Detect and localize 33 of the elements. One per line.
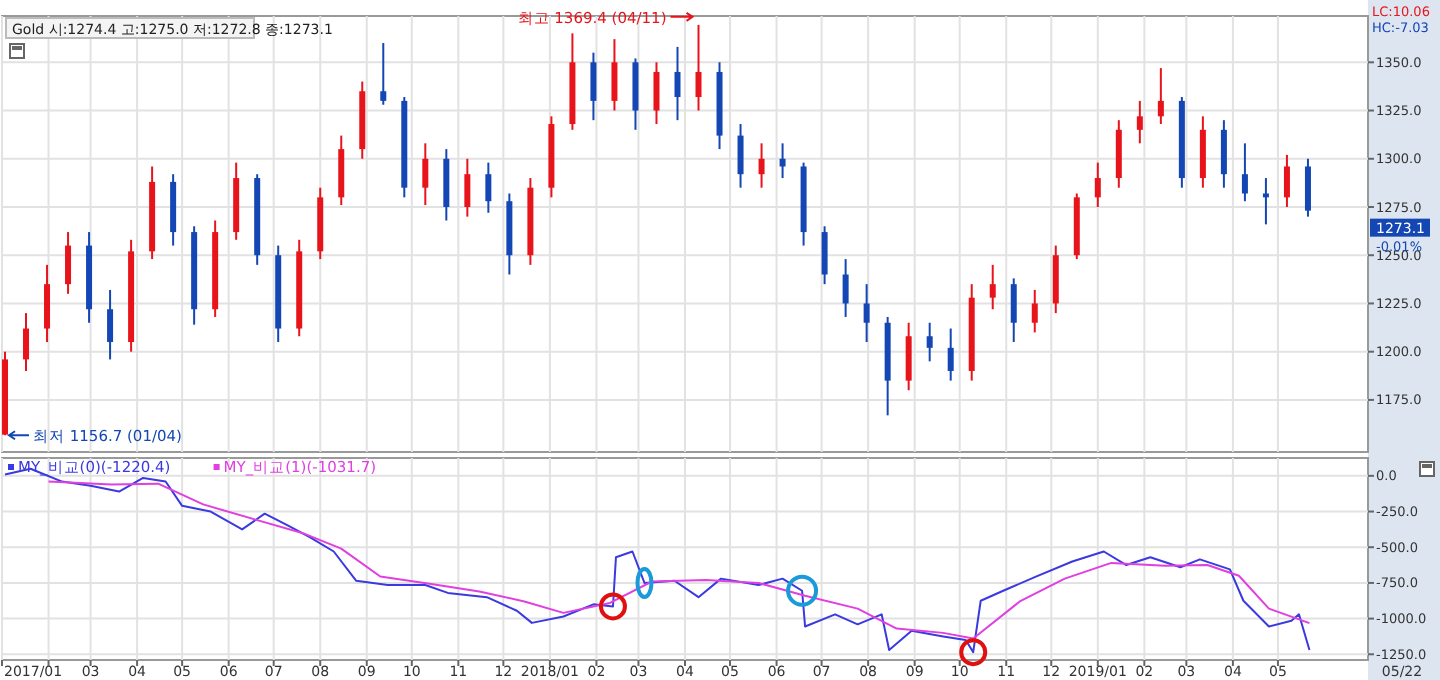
candlestick: [1010, 277, 1017, 344]
candlestick: [1094, 161, 1101, 208]
candlestick: [464, 157, 471, 218]
candlestick: [989, 263, 996, 311]
candlestick: [1157, 67, 1164, 126]
candlestick: [23, 312, 30, 372]
candlestick: [779, 142, 786, 180]
candlestick: [107, 288, 114, 361]
candlestick: [485, 161, 492, 214]
candlestick: [821, 225, 828, 286]
candlestick: [737, 123, 744, 189]
candlestick: [65, 231, 72, 295]
candlestick: [674, 45, 681, 122]
candlestick: [380, 42, 387, 106]
candlestick: [1220, 119, 1227, 189]
candlestick: [1136, 99, 1143, 145]
candlestick: [905, 321, 912, 392]
candlestick: [1283, 153, 1290, 208]
candlestick: [926, 321, 933, 363]
candlestick: [947, 327, 954, 382]
candlestick: [1304, 157, 1311, 218]
candlestick: [44, 263, 51, 344]
candlestick: [842, 258, 849, 318]
candlestick: [422, 142, 429, 207]
candlestick: [1031, 288, 1038, 334]
candlestick: [590, 51, 597, 122]
candlestick: [611, 38, 618, 112]
candlestick: [758, 142, 765, 189]
candlestick: [863, 283, 870, 344]
candlestick: [1262, 177, 1269, 226]
candlestick: [695, 23, 702, 112]
candlestick: [1241, 142, 1248, 203]
candlestick: [653, 61, 660, 126]
